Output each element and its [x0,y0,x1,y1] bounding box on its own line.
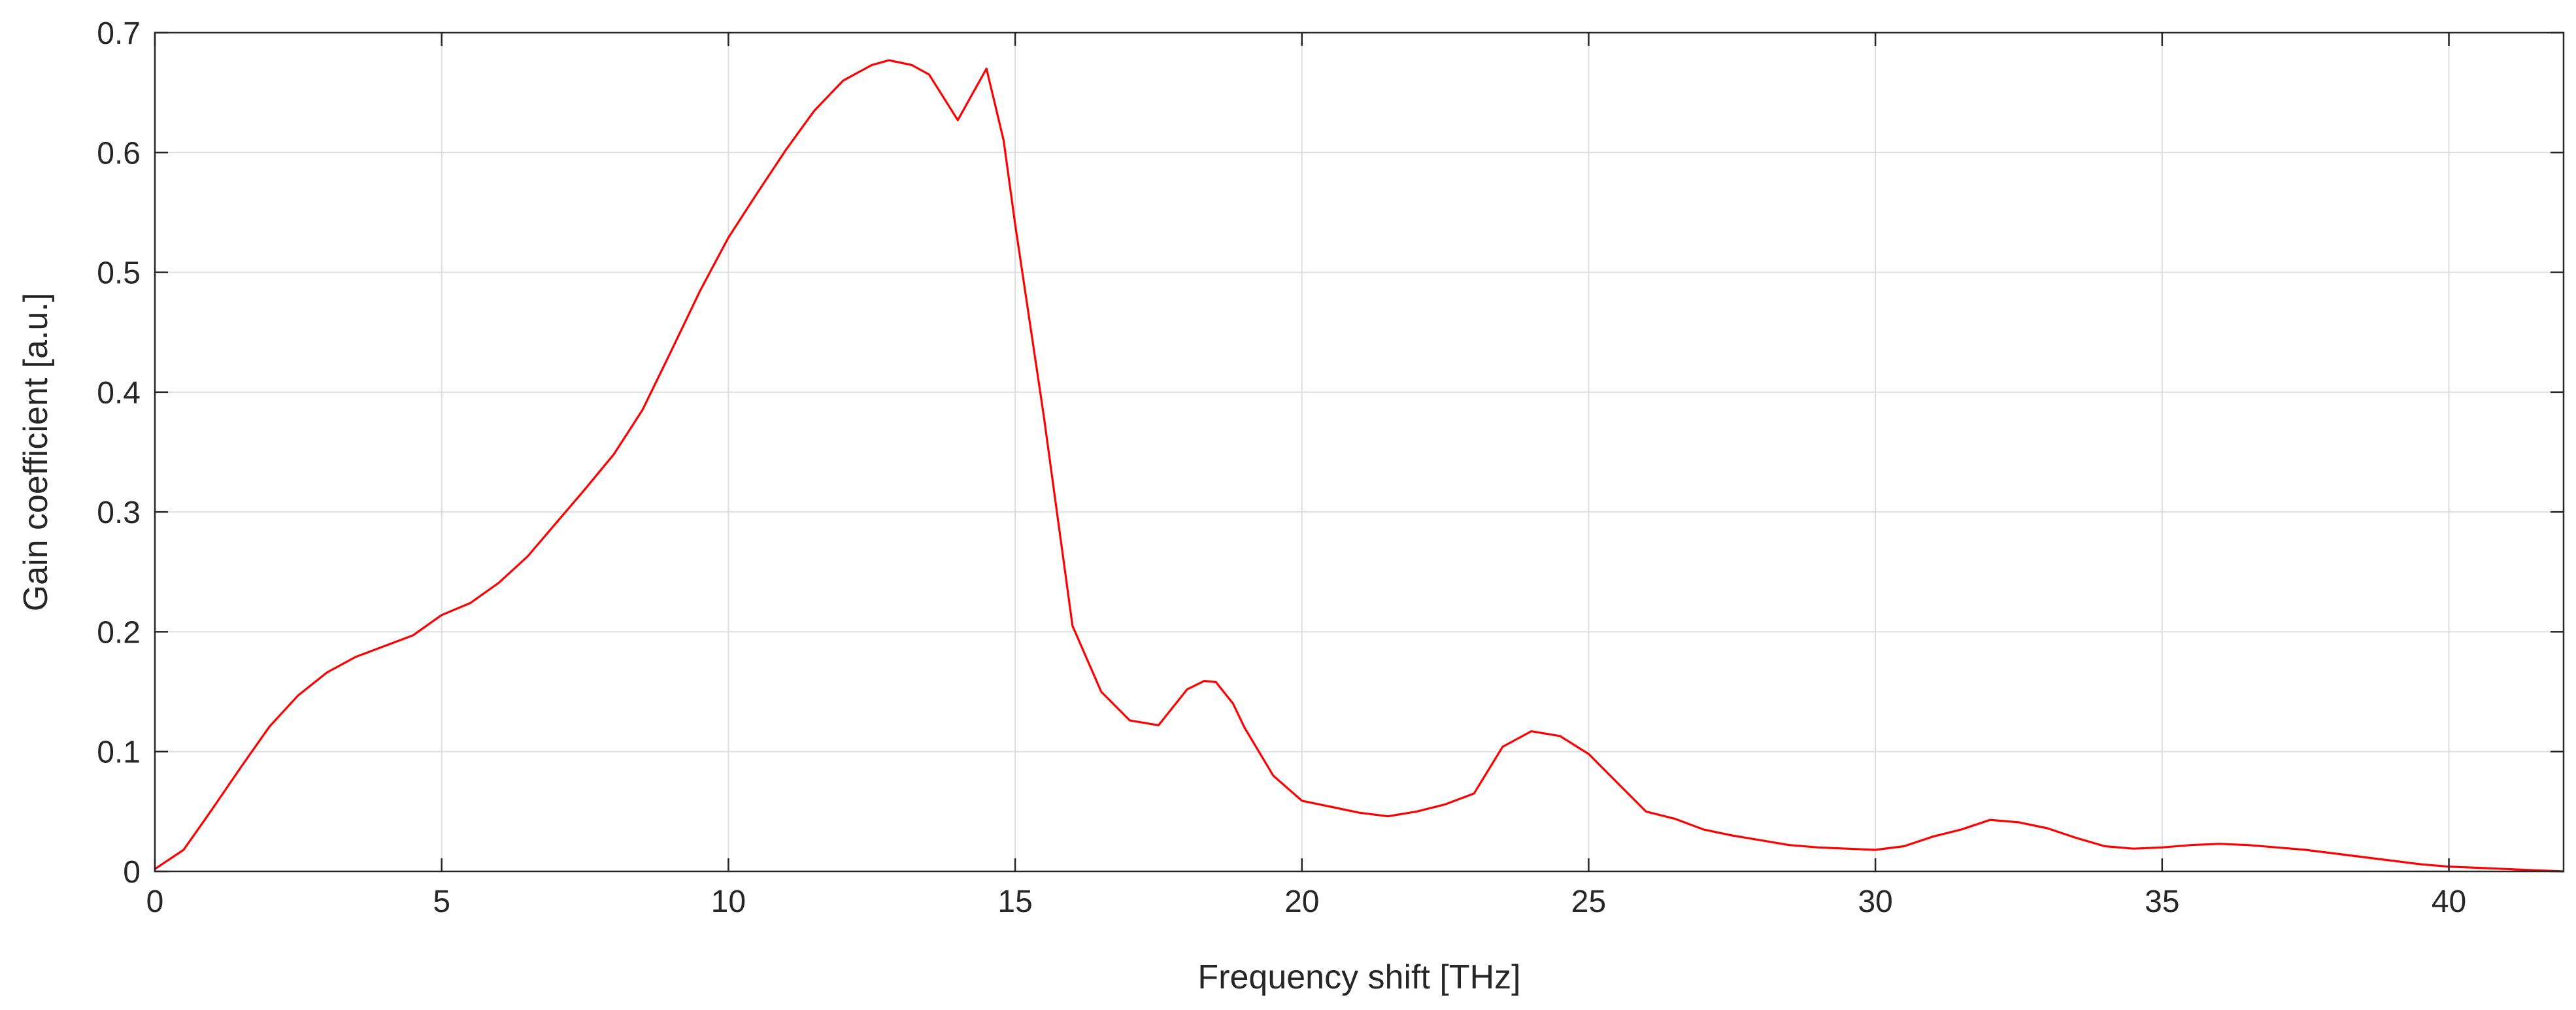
y-tick-label: 0.2 [97,615,141,650]
y-tick-label: 0.6 [97,136,141,171]
x-axis-label: Frequency shift [THz] [1197,958,1520,996]
x-tick-label: 15 [997,884,1032,919]
y-tick-label: 0.5 [97,256,141,291]
series-line [154,59,2564,873]
y-tick-label: 0.7 [97,16,141,51]
plot-area [155,33,2564,871]
ticks: 0 5 10 15 20 25 30 35 40 0 0.1 0.2 0.3 0.4 0.5 0.6 0.7 [97,16,2564,919]
y-axis-label: Gain coefficient [a.u.] [17,293,55,612]
series-layer [154,59,2564,873]
axes [154,31,2565,873]
axes-box [154,31,2565,873]
x-tick-label: 25 [1571,884,1606,919]
y-tick-label: 0.1 [97,735,141,770]
y-tick-label: 0 [123,855,141,890]
y-tick-label: 0.3 [97,496,141,530]
y-tick-label: 0.4 [97,376,141,411]
x-tick-label: 0 [146,884,164,919]
x-tick-label: 40 [2432,884,2466,919]
x-tick-label: 5 [433,884,450,919]
x-tick-label: 10 [711,884,746,919]
x-tick-label: 20 [1284,884,1319,919]
x-tick-label: 35 [2145,884,2179,919]
x-tick-label: 30 [1858,884,1892,919]
